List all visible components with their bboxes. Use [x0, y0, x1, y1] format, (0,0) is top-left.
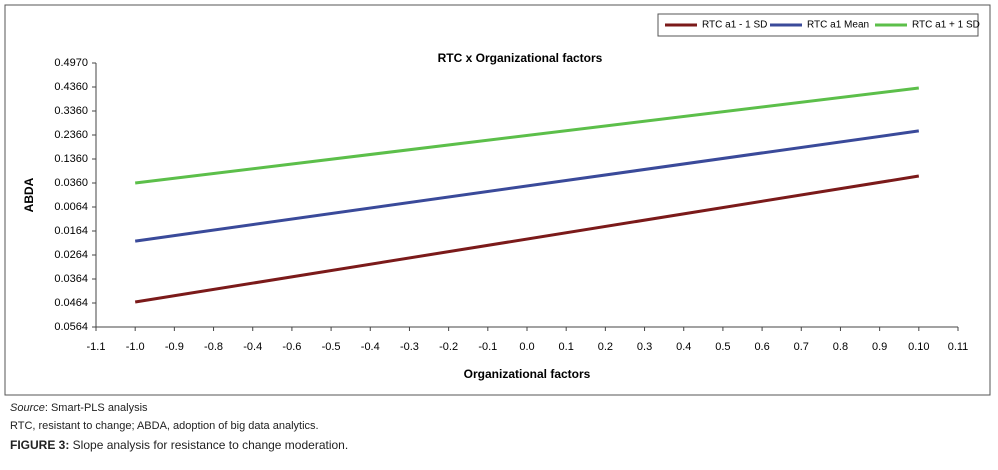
y-tick-label: 0.0064 — [54, 201, 88, 213]
legend-label: RTC a1 - 1 SD — [702, 20, 767, 31]
y-axis-title: ABDA — [22, 177, 36, 212]
x-tick-label: 0.11 — [948, 341, 969, 353]
x-tick-label: -0.8 — [204, 341, 223, 353]
series-line — [135, 86, 919, 185]
x-tick-label: 0.8 — [833, 341, 848, 353]
x-tick-label: -0.3 — [400, 341, 419, 353]
x-tick-label: 0.6 — [754, 341, 769, 353]
x-tick-label: 0.7 — [794, 341, 809, 353]
source-note: Source: Smart-PLS analysis — [10, 402, 148, 414]
figure-text: Slope analysis for resistance to change … — [69, 438, 349, 452]
x-tick-label: -0.5 — [322, 341, 341, 353]
y-tick-label: 0.2360 — [54, 129, 88, 141]
x-tick-label: -0.2 — [439, 341, 458, 353]
y-tick-label: 0.0360 — [54, 177, 88, 189]
x-tick-label: -0.4 — [361, 341, 380, 353]
y-tick-label: 0.3360 — [54, 105, 88, 117]
x-tick-label: -0.9 — [165, 341, 184, 353]
y-tick-label: 0.4970 — [54, 57, 88, 69]
y-tick-label: 0.0164 — [54, 225, 88, 237]
x-tick-label: 0.10 — [908, 341, 929, 353]
x-tick-label: -0.4 — [243, 341, 262, 353]
y-tick-label: 0.1360 — [54, 153, 88, 165]
y-tick-label: 0.0264 — [54, 249, 88, 261]
x-tick-label: 0.0 — [519, 341, 534, 353]
legend-box — [657, 13, 979, 37]
y-tick-label: 0.4360 — [54, 81, 88, 93]
source-label: Source — [10, 402, 45, 414]
legend-label: RTC a1 Mean — [807, 20, 869, 31]
y-tick-label: 0.0564 — [54, 321, 88, 333]
legend-label: RTC a1 + 1 SD — [912, 20, 980, 31]
series-line — [134, 129, 920, 243]
x-tick-label: 0.5 — [715, 341, 730, 353]
x-tick-label: 0.2 — [598, 341, 613, 353]
figure-caption: FIGURE 3: Slope analysis for resistance … — [10, 438, 348, 452]
x-tick-label: -1.1 — [87, 341, 106, 353]
source-text: : Smart-PLS analysis — [44, 402, 148, 414]
chart-title: RTC x Organizational factors — [438, 51, 603, 65]
y-tick-label: 0.0464 — [54, 297, 88, 309]
x-tick-label: 0.1 — [559, 341, 574, 353]
x-tick-label: -1.0 — [126, 341, 145, 353]
x-tick-label: -0.1 — [478, 341, 497, 353]
x-tick-label: -0.6 — [282, 341, 301, 353]
y-tick-label: 0.0364 — [54, 273, 88, 285]
series-line — [134, 174, 920, 304]
x-tick-label: 0.3 — [637, 341, 652, 353]
abbreviations: RTC, resistant to change; ABDA, adoption… — [10, 420, 319, 432]
chart: RTC x Organizational factors Organizatio… — [4, 4, 991, 396]
x-tick-label: 0.4 — [676, 341, 691, 353]
frame — [4, 4, 991, 396]
figure-label: FIGURE 3: — [10, 438, 70, 452]
x-axis-title: Organizational factors — [464, 367, 591, 381]
x-tick-label: 0.9 — [872, 341, 887, 353]
